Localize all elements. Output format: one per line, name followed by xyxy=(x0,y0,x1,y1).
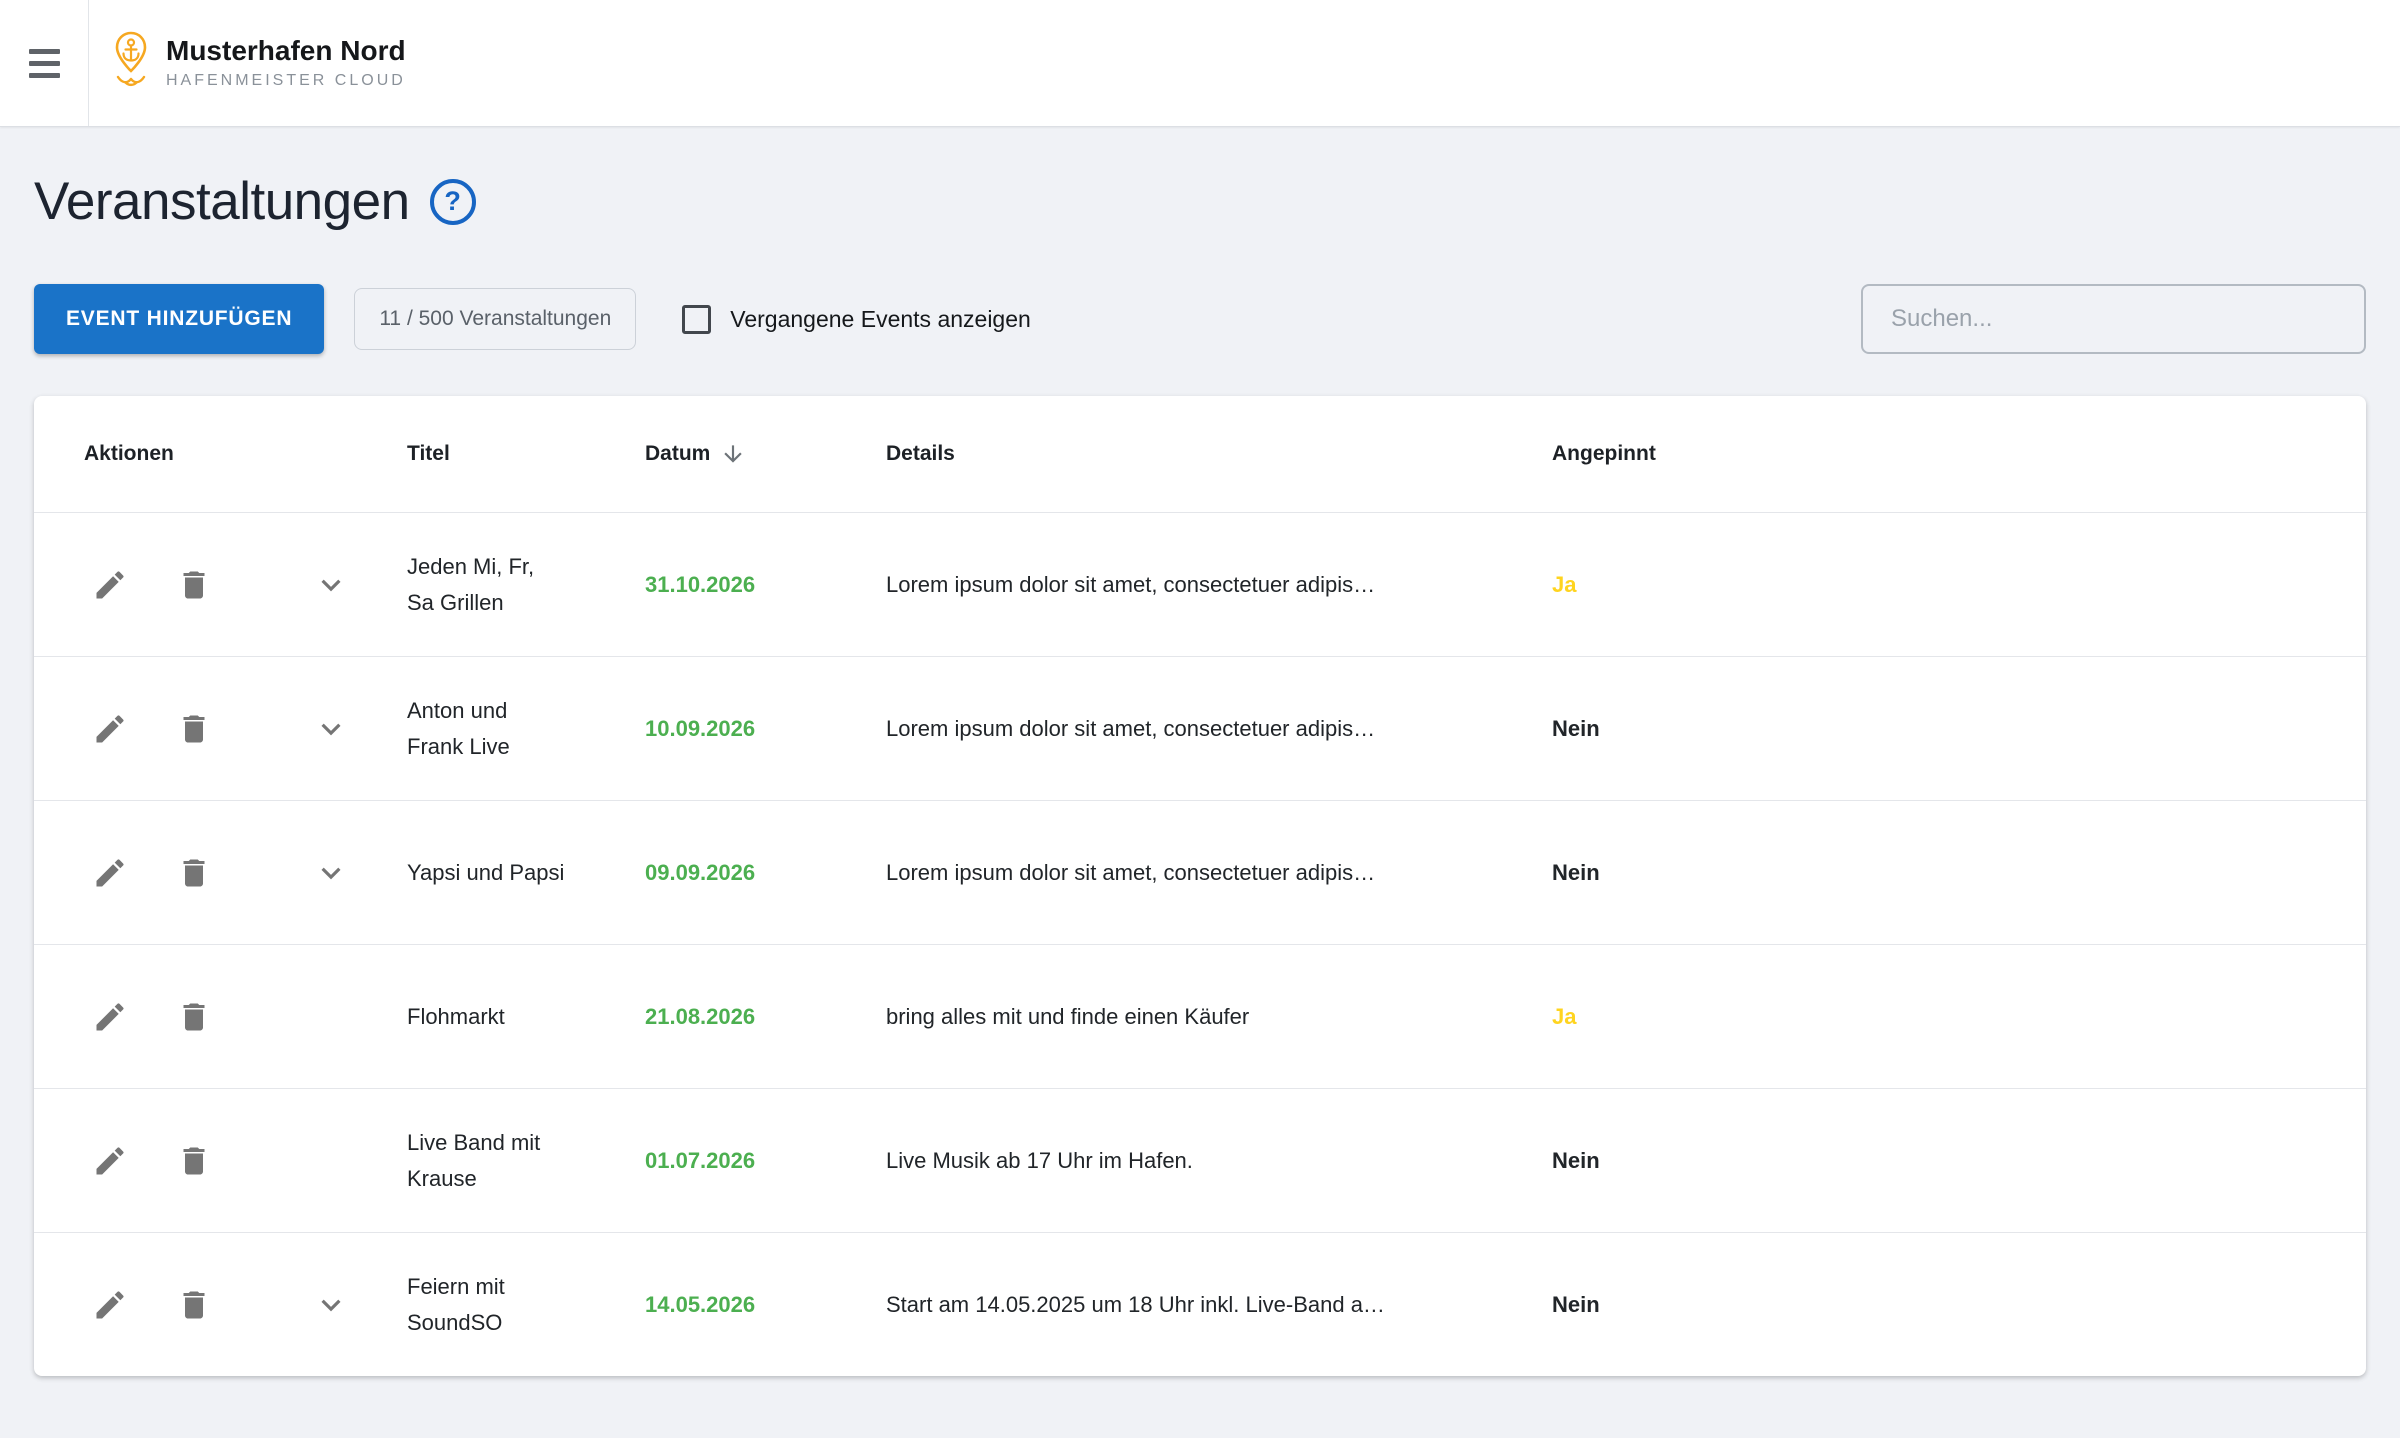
past-events-checkbox[interactable] xyxy=(682,304,712,334)
event-date: 31.10.2026 xyxy=(645,571,756,597)
column-header-pinned: Angepinnt xyxy=(1552,442,1656,465)
edit-icon[interactable] xyxy=(92,855,128,891)
column-header-actions: Aktionen xyxy=(84,442,174,465)
pinned-value: Nein xyxy=(1552,859,1600,885)
add-event-button[interactable]: EVENT HINZUFÜGEN xyxy=(34,284,325,354)
event-title: Yapsi und Papsi xyxy=(407,859,565,885)
event-details: Start am 14.05.2025 um 18 Uhr inkl. Live… xyxy=(886,1291,1385,1317)
edit-icon[interactable] xyxy=(92,999,128,1035)
harbor-pin-anchor-logo-icon xyxy=(113,30,149,97)
brand: Musterhafen Nord HAFENMEISTER CLOUD xyxy=(89,0,406,126)
table-header-row: Aktionen Titel Datum Details Angepinnt xyxy=(34,396,2366,512)
row-actions xyxy=(84,854,407,892)
event-date: 09.09.2026 xyxy=(645,859,756,885)
row-actions xyxy=(84,710,407,748)
table-row: Jeden Mi, Fr, Sa Grillen 31.10.2026 Lore… xyxy=(34,512,2366,656)
pinned-value: Nein xyxy=(1552,1147,1600,1173)
event-counter-chip: 11 / 500 Veranstaltungen xyxy=(354,288,637,350)
pinned-value: Ja xyxy=(1552,571,1577,597)
pinned-value: Nein xyxy=(1552,715,1600,741)
event-title: Jeden Mi, Fr, Sa Grillen xyxy=(407,554,535,615)
event-date: 01.07.2026 xyxy=(645,1147,756,1173)
event-details: bring alles mit und finde einen Käufer xyxy=(886,1003,1250,1029)
event-details: Lorem ipsum dolor sit amet, consectetuer… xyxy=(886,715,1376,741)
table-row: Flohmarkt 21.08.2026 bring alles mit und… xyxy=(34,944,2366,1088)
chevron-down-icon[interactable] xyxy=(312,566,350,604)
edit-icon[interactable] xyxy=(92,567,128,603)
app-header: Musterhafen Nord HAFENMEISTER CLOUD xyxy=(0,0,2400,127)
event-date: 14.05.2026 xyxy=(645,1291,756,1317)
delete-icon[interactable] xyxy=(176,1143,212,1179)
row-actions xyxy=(84,1142,407,1180)
past-events-label: Vergangene Events anzeigen xyxy=(730,305,1031,332)
events-table: Aktionen Titel Datum Details Angepinnt xyxy=(34,396,2366,1376)
column-header-title: Titel xyxy=(407,442,450,465)
column-header-details: Details xyxy=(886,442,955,465)
row-actions xyxy=(84,566,407,604)
hamburger-wrap xyxy=(0,0,89,126)
event-title: Live Band mit Krause xyxy=(407,1130,541,1191)
toolbar: EVENT HINZUFÜGEN 11 / 500 Veranstaltunge… xyxy=(34,284,2366,354)
row-actions xyxy=(84,998,407,1036)
help-icon[interactable]: ? xyxy=(429,178,476,225)
chevron-down-icon[interactable] xyxy=(312,710,350,748)
edit-icon[interactable] xyxy=(92,1287,128,1323)
pinned-value: Nein xyxy=(1552,1291,1600,1317)
menu-icon[interactable] xyxy=(23,43,66,84)
chevron-down-icon[interactable] xyxy=(312,854,350,892)
delete-icon[interactable] xyxy=(176,1287,212,1323)
table-row: Yapsi und Papsi 09.09.2026 Lorem ipsum d… xyxy=(34,800,2366,944)
past-events-toggle[interactable]: Vergangene Events anzeigen xyxy=(682,304,1031,334)
brand-subtitle: HAFENMEISTER CLOUD xyxy=(166,71,406,89)
chevron-down-icon[interactable] xyxy=(312,1286,350,1324)
pinned-value: Ja xyxy=(1552,1003,1577,1029)
table-row: Feiern mit SoundSO 14.05.2026 Start am 1… xyxy=(34,1232,2366,1376)
edit-icon[interactable] xyxy=(92,711,128,747)
event-details: Live Musik ab 17 Uhr im Hafen. xyxy=(886,1147,1193,1173)
event-date: 21.08.2026 xyxy=(645,1003,756,1029)
delete-icon[interactable] xyxy=(176,999,212,1035)
event-title: Flohmarkt xyxy=(407,1003,505,1029)
event-title: Feiern mit SoundSO xyxy=(407,1274,505,1335)
event-details: Lorem ipsum dolor sit amet, consectetuer… xyxy=(886,571,1376,597)
column-header-date[interactable]: Datum xyxy=(645,441,886,467)
table-row: Anton und Frank Live 10.09.2026 Lorem ip… xyxy=(34,656,2366,800)
delete-icon[interactable] xyxy=(176,855,212,891)
brand-title: Musterhafen Nord xyxy=(166,35,406,67)
main-content: Veranstaltungen ? EVENT HINZUFÜGEN 11 / … xyxy=(0,171,2400,1376)
delete-icon[interactable] xyxy=(176,711,212,747)
sort-descending-icon[interactable] xyxy=(720,441,746,467)
page-title: Veranstaltungen xyxy=(34,172,410,231)
event-title: Anton und Frank Live xyxy=(407,698,510,759)
row-actions xyxy=(84,1286,407,1324)
delete-icon[interactable] xyxy=(176,567,212,603)
search-input[interactable] xyxy=(1861,284,2366,354)
event-details: Lorem ipsum dolor sit amet, consectetuer… xyxy=(886,859,1376,885)
edit-icon[interactable] xyxy=(92,1143,128,1179)
table-row: Live Band mit Krause 01.07.2026 Live Mus… xyxy=(34,1088,2366,1232)
event-date: 10.09.2026 xyxy=(645,715,756,741)
